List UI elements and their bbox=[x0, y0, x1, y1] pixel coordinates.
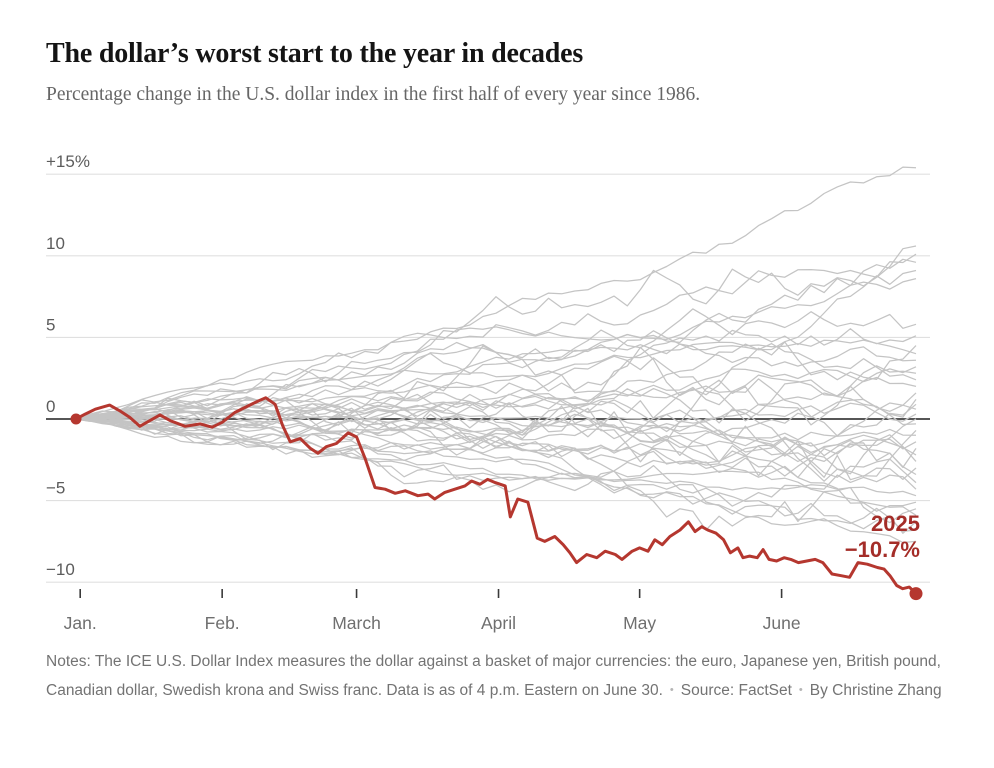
background-year-line bbox=[75, 403, 917, 481]
background-year-line bbox=[75, 418, 917, 516]
x-axis-tick-label: Jan. bbox=[64, 613, 97, 633]
y-axis-tick-label: 0 bbox=[46, 397, 55, 416]
chart-title: The dollar’s worst start to the year in … bbox=[46, 38, 584, 69]
separator-dot-icon: • bbox=[798, 684, 803, 696]
x-axis-tick-label: Feb. bbox=[205, 613, 240, 633]
background-year-line bbox=[75, 245, 917, 420]
y-axis-tick-label: −10 bbox=[46, 560, 75, 579]
y-axis-tick-label: 5 bbox=[46, 315, 55, 334]
background-year-line bbox=[75, 253, 917, 420]
chart-subtitle: Percentage change in the U.S. dollar ind… bbox=[46, 84, 701, 105]
background-year-line bbox=[75, 328, 917, 420]
background-year-line bbox=[75, 418, 917, 446]
chart-area: +15% 10 5 0 −5 −10 Jan. Feb. March April May June 20… bbox=[0, 142, 994, 642]
y-axis-tick-label: −5 bbox=[46, 479, 65, 498]
annotation-year-label: 2025 bbox=[871, 511, 920, 536]
y-axis-tick-label: 10 bbox=[46, 234, 65, 253]
x-axis-tick-label: May bbox=[623, 613, 656, 633]
x-axis-tick-label: March bbox=[332, 613, 381, 633]
background-year-line bbox=[75, 277, 917, 420]
dollar-index-line-chart: +15% 10 5 0 −5 −10 Jan. Feb. March April May June 20… bbox=[46, 152, 930, 633]
background-year-line bbox=[75, 405, 917, 479]
x-axis-tick-label: April bbox=[481, 613, 516, 633]
chart-header: The dollar’s worst start to the year in … bbox=[46, 38, 956, 106]
annotation-value-label: −10.7% bbox=[845, 537, 920, 562]
background-year-line bbox=[75, 408, 917, 476]
start-point-dot bbox=[70, 413, 82, 425]
separator-dot-icon: • bbox=[669, 684, 674, 696]
background-year-line bbox=[75, 343, 917, 420]
background-year-line bbox=[75, 418, 917, 544]
background-year-line bbox=[75, 365, 917, 425]
x-axis-tick-label: June bbox=[763, 613, 801, 633]
end-point-dot bbox=[909, 587, 923, 601]
chart-notes: Notes: The ICE U.S. Dollar Index measure… bbox=[46, 648, 958, 705]
byline-text: By Christine Zhang bbox=[809, 682, 942, 699]
background-year-line bbox=[75, 418, 917, 512]
y-axis-tick-label: +15% bbox=[46, 152, 90, 171]
source-text: Source: FactSet bbox=[680, 682, 792, 699]
background-year-line bbox=[75, 392, 917, 436]
background-year-line bbox=[75, 387, 917, 482]
background-year-line bbox=[75, 418, 917, 534]
highlight-line-2025 bbox=[74, 396, 918, 596]
background-year-line bbox=[75, 418, 917, 531]
background-year-line bbox=[75, 368, 917, 422]
background-year-line bbox=[75, 402, 917, 453]
background-year-line bbox=[75, 341, 917, 426]
background-year-line bbox=[75, 418, 917, 481]
background-year-line bbox=[75, 166, 917, 420]
notes-text: Notes: The ICE U.S. Dollar Index measure… bbox=[46, 653, 941, 699]
